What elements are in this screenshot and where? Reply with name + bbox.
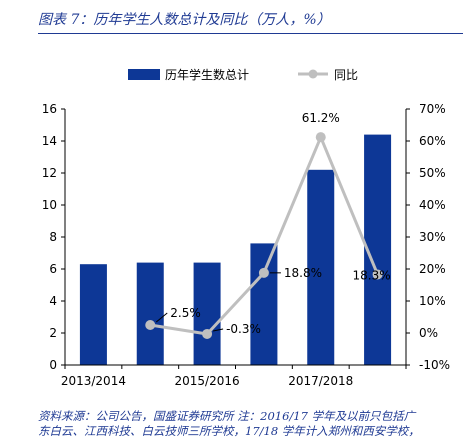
data-label: 61.2% [302,111,340,125]
left-axis-tick-label: 4 [49,294,57,308]
right-axis-tick-label: 40% [419,198,446,212]
x-axis-tick-label: 2017/2018 [288,374,353,388]
data-label: 2.5% [170,306,201,320]
bar [250,243,278,365]
data-label-leader [155,312,168,323]
x-axis-tick-label: 2015/2016 [175,374,240,388]
bar-series [79,134,392,365]
source-note-line-2: 东白云、江西科技、白云技师三所学校，17/18 学年计入郑州和西安学校， [38,424,420,438]
yoy-point [202,328,213,339]
data-label: 18.8% [284,266,322,280]
left-axis-tick-label: 16 [42,102,57,116]
right-axis-tick-label: 50% [419,166,446,180]
left-axis-tick-label: 14 [42,134,57,148]
title-divider [38,33,463,34]
yoy-point [145,320,156,330]
figure-title: 图表 7：历年学生人数总计及同比（万人，%） [38,12,331,28]
bar [193,262,221,365]
yoy-point [258,267,269,278]
data-label-leader [212,328,224,332]
x-axis-tick-label: 2013/2014 [61,374,126,388]
yoy-point [315,132,326,143]
right-axis-tick-label: 0% [419,326,438,340]
legend-bar-swatch [128,69,160,80]
source-note-line-1: 资料来源：公司公告，国盛证券研究所 注：2016/17 学年及以前只包括广 [38,409,416,423]
bar [136,262,164,365]
legend-line-marker [308,69,318,79]
bar [79,264,107,365]
bar [307,169,335,365]
data-label: -0.3% [226,322,261,336]
data-label: 18.3% [353,268,391,282]
source-note: 资料来源：公司公告，国盛证券研究所 注：2016/17 学年及以前只包括广 东白… [38,409,466,439]
combo-chart: 历年学生数总计 同比 0 2 4 6 8 10 12 14 16 -10% 0% 10% 20% 30% 4… [42,67,450,388]
left-axis-tick-label: 10 [42,198,57,212]
x-axis: 2013/2014 2015/2016 2017/2018 [61,364,407,388]
right-axis: -10% 0% 10% 20% 30% 40% 50% 60% 70% [405,102,450,372]
right-axis-tick-label: 30% [419,230,446,244]
yoy-point [372,269,383,280]
line-series: 2.5% -0.3% 18.8% 61.2% 18.3% [145,111,391,339]
right-axis-tick-label: 10% [419,294,446,308]
right-axis-tick-label: 20% [419,262,446,276]
legend: 历年学生数总计 同比 [128,67,358,82]
left-axis: 0 2 4 6 8 10 12 14 16 [42,102,66,372]
legend-line-label: 同比 [334,68,358,82]
left-axis-tick-label: 2 [49,326,57,340]
left-axis-tick-label: 12 [42,166,57,180]
right-axis-tick-label: -10% [419,358,450,372]
legend-bar-label: 历年学生数总计 [165,67,249,82]
right-axis-tick-label: 60% [419,134,446,148]
left-axis-tick-label: 0 [49,358,57,372]
left-axis-tick-label: 6 [49,262,57,276]
left-axis-tick-label: 8 [49,230,57,244]
right-axis-tick-label: 70% [419,102,446,116]
